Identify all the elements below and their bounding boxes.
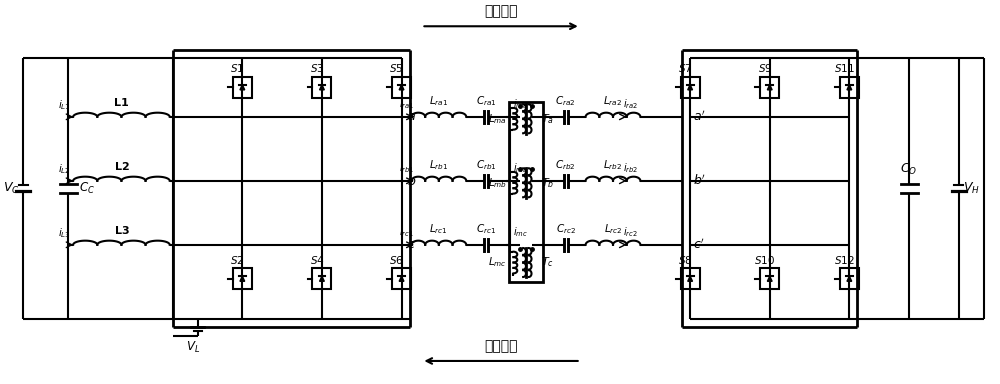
Text: $S1$: $S1$ (230, 62, 244, 74)
Bar (760, 77, 779, 98)
Polygon shape (240, 85, 245, 90)
Polygon shape (240, 276, 245, 281)
Bar (681, 77, 700, 98)
Bar (760, 268, 779, 289)
Bar (509, 102, 543, 282)
Text: $i_{L3}$: $i_{L3}$ (58, 226, 71, 240)
Text: $S9$: $S9$ (758, 62, 772, 74)
Polygon shape (847, 85, 852, 90)
Polygon shape (688, 276, 693, 281)
Text: $L_{mc}$: $L_{mc}$ (488, 256, 507, 270)
Text: $C_{rc2}$: $C_{rc2}$ (556, 222, 576, 236)
Text: $C_{ra2}$: $C_{ra2}$ (555, 94, 576, 108)
Bar (392, 77, 411, 98)
Text: $i_{ma}$: $i_{ma}$ (513, 98, 528, 111)
Text: $\mathbf{L3}$: $\mathbf{L3}$ (114, 224, 129, 237)
Text: $\mathbf{L1}$: $\mathbf{L1}$ (113, 96, 129, 108)
Text: $i_{mb}$: $i_{mb}$ (513, 162, 529, 175)
Text: $a$: $a$ (407, 110, 415, 123)
Text: $T_b$: $T_b$ (541, 176, 554, 190)
Polygon shape (399, 85, 404, 90)
Text: $S10$: $S10$ (754, 255, 775, 266)
Text: $V_L$: $V_L$ (186, 340, 200, 355)
Polygon shape (688, 85, 693, 90)
Text: $C_O$: $C_O$ (900, 162, 918, 177)
Bar (392, 268, 411, 289)
Text: $L_{rc1}$: $L_{rc1}$ (429, 223, 448, 237)
Text: $L_{ra2}$: $L_{ra2}$ (603, 95, 623, 108)
Text: $C_C$: $C_C$ (79, 180, 95, 196)
Polygon shape (399, 276, 404, 281)
Text: $L_{rb2}$: $L_{rb2}$ (603, 159, 623, 172)
Text: $i_{ra1}$: $i_{ra1}$ (399, 98, 414, 111)
Text: $c$: $c$ (407, 238, 415, 251)
Text: $C_{rb2}$: $C_{rb2}$ (555, 158, 576, 172)
Text: $T_c$: $T_c$ (541, 256, 554, 270)
Polygon shape (767, 85, 772, 90)
Bar (840, 77, 859, 98)
Polygon shape (767, 276, 772, 281)
Text: $T_a$: $T_a$ (541, 112, 554, 126)
Bar (312, 268, 331, 289)
Text: $b'$: $b'$ (693, 174, 706, 188)
Text: $L_{ra1}$: $L_{ra1}$ (429, 95, 448, 108)
Text: $L_{ma}$: $L_{ma}$ (488, 112, 507, 126)
Text: $C_{ra1}$: $C_{ra1}$ (476, 94, 496, 108)
Text: $i_{ra2}$: $i_{ra2}$ (623, 98, 638, 111)
Text: $b$: $b$ (407, 174, 416, 188)
Text: $i_{rc2}$: $i_{rc2}$ (623, 225, 638, 239)
Polygon shape (320, 85, 324, 90)
Text: $C_{rb1}$: $C_{rb1}$ (476, 158, 497, 172)
Text: $i_{mc}$: $i_{mc}$ (513, 225, 528, 239)
Text: $C_{rc1}$: $C_{rc1}$ (476, 222, 496, 236)
Text: $S7$: $S7$ (678, 62, 692, 74)
Text: $S4$: $S4$ (310, 255, 324, 266)
Text: 正向运行: 正向运行 (484, 4, 518, 18)
Text: $S6$: $S6$ (389, 255, 404, 266)
Polygon shape (320, 276, 324, 281)
Text: $S2$: $S2$ (230, 255, 244, 266)
Text: $S3$: $S3$ (310, 62, 324, 74)
Bar (840, 268, 859, 289)
Text: $S12$: $S12$ (834, 255, 855, 266)
Text: $i_{rb2}$: $i_{rb2}$ (623, 162, 638, 175)
Bar (233, 268, 252, 289)
Text: 反向运行: 反向运行 (484, 339, 518, 353)
Text: $S8$: $S8$ (678, 255, 692, 266)
Text: $c'$: $c'$ (693, 238, 705, 252)
Bar (233, 77, 252, 98)
Bar (681, 268, 700, 289)
Text: $i_{rb1}$: $i_{rb1}$ (399, 162, 414, 175)
Text: $L_{mb}$: $L_{mb}$ (488, 176, 507, 190)
Text: $i_{L1}$: $i_{L1}$ (58, 98, 71, 112)
Text: $\mathbf{L2}$: $\mathbf{L2}$ (114, 161, 129, 172)
Text: $a'$: $a'$ (693, 109, 706, 124)
Text: $V_H$: $V_H$ (963, 180, 980, 196)
Bar (312, 77, 331, 98)
Text: $S11$: $S11$ (834, 62, 855, 74)
Text: $V_C$: $V_C$ (3, 180, 20, 196)
Text: $S5$: $S5$ (389, 62, 404, 74)
Polygon shape (847, 276, 852, 281)
Text: $L_{rc2}$: $L_{rc2}$ (604, 223, 622, 237)
Text: $L_{rb1}$: $L_{rb1}$ (429, 159, 449, 172)
Text: $i_{rc1}$: $i_{rc1}$ (399, 225, 414, 239)
Text: $i_{L2}$: $i_{L2}$ (58, 162, 71, 176)
